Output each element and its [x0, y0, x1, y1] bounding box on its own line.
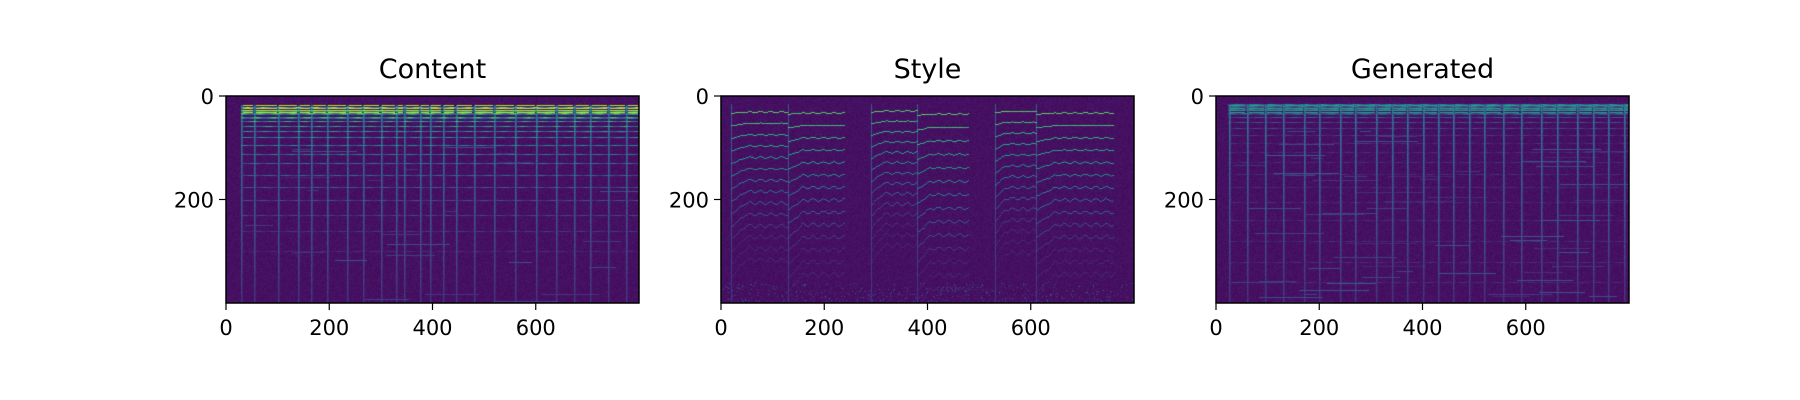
x-tick-label: 0 [1209, 316, 1222, 340]
panel-title: Content [379, 54, 486, 85]
y-tick-label: 0 [696, 85, 709, 109]
y-tick-label: 200 [174, 189, 214, 213]
y-tick-label: 0 [1191, 85, 1204, 109]
panel-1: Content 0 200 400 600 0 200 [174, 54, 640, 340]
x-tick-label: 200 [804, 316, 844, 340]
panel-3: Generated 0 200 400 600 0 200 [1164, 54, 1630, 340]
x-tick-label: 600 [1011, 316, 1051, 340]
y-tick-label: 200 [1164, 189, 1204, 213]
spectrogram-image [1216, 96, 1629, 303]
x-tick-label: 0 [714, 316, 727, 340]
x-tick-label: 600 [516, 316, 556, 340]
panel-title: Style [894, 54, 962, 85]
x-tick-label: 400 [907, 316, 947, 340]
x-tick-label: 400 [412, 316, 452, 340]
x-tick-label: 0 [219, 316, 232, 340]
spectrogram-image [721, 96, 1134, 303]
x-tick-label: 600 [1506, 316, 1546, 340]
panel-title: Generated [1351, 54, 1494, 85]
y-tick-label: 0 [201, 85, 214, 109]
spectrogram-image [226, 96, 639, 303]
panel-2: Style 0 200 400 600 0 200 [669, 54, 1135, 340]
x-tick-label: 400 [1402, 316, 1442, 340]
x-tick-label: 200 [309, 316, 349, 340]
x-tick-label: 200 [1299, 316, 1339, 340]
y-tick-label: 200 [669, 189, 709, 213]
